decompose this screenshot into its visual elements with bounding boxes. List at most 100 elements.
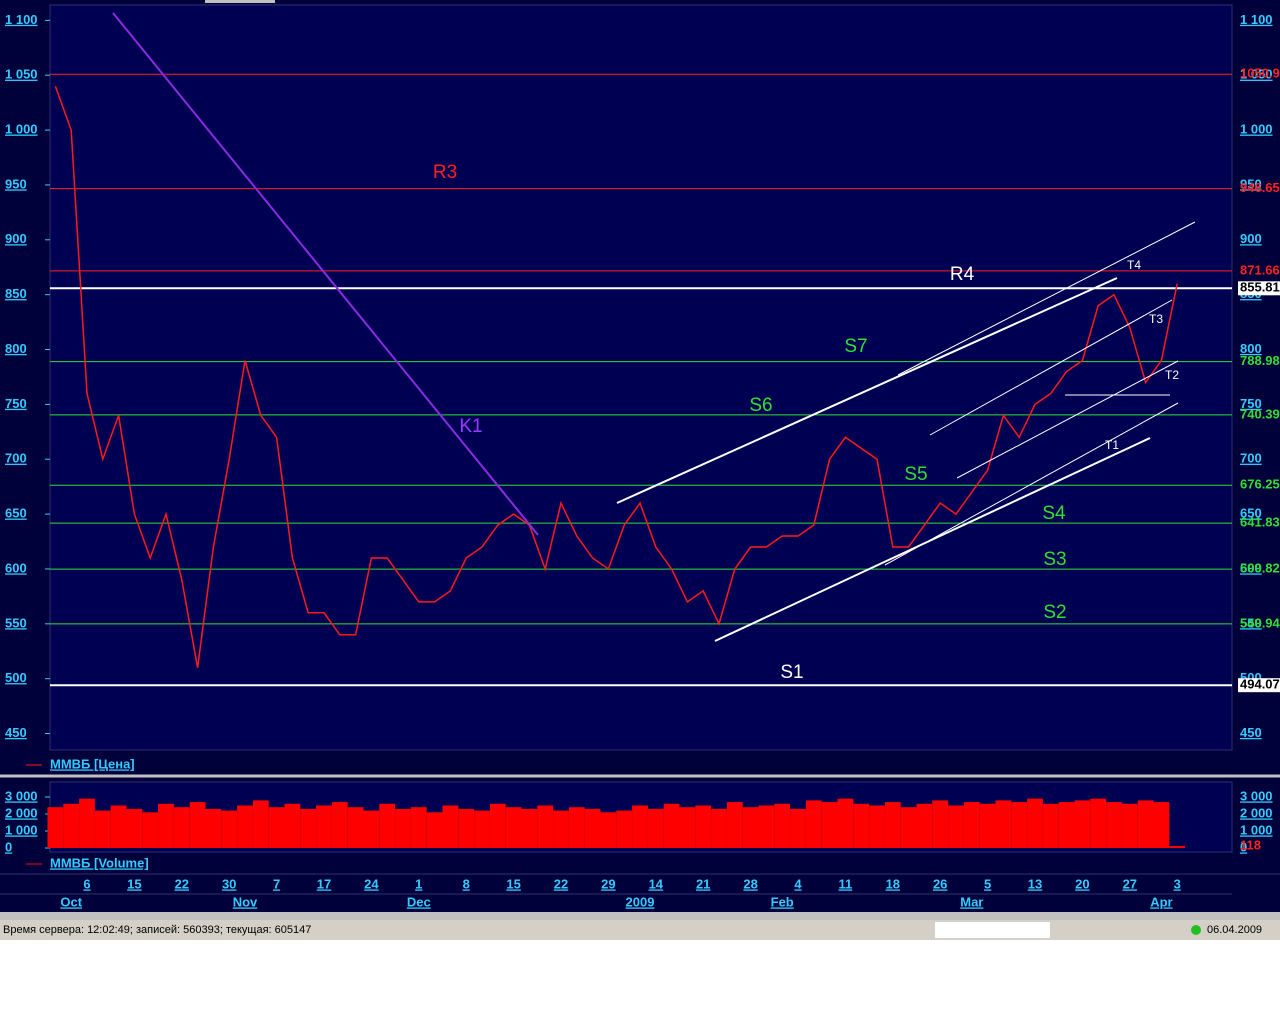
volume-bar	[821, 802, 838, 848]
price-panel	[49, 4, 1233, 751]
volume-bar	[458, 808, 475, 848]
volume-bar	[237, 805, 253, 848]
y-tick-label-right: 3 000	[1240, 788, 1273, 803]
x-tick-label: 14	[649, 876, 664, 891]
annotation: S6	[749, 395, 772, 416]
y-tick-label: 550	[5, 615, 27, 630]
volume-bar	[347, 807, 364, 848]
level-label: 676.25	[1240, 477, 1280, 492]
volume-bar	[616, 810, 633, 848]
x-tick-label: 22	[175, 876, 189, 891]
y-tick-label-right: 0	[1240, 839, 1247, 854]
annotation: K1	[459, 416, 482, 437]
y-tick-label: 1 100	[5, 12, 38, 27]
volume-bar	[142, 812, 159, 848]
y-tick-label: 850	[5, 286, 27, 301]
level-label: 788.98	[1240, 353, 1280, 368]
x-group-label: Dec	[407, 894, 431, 909]
level-label-bg	[1238, 678, 1280, 693]
volume-bar	[379, 803, 396, 848]
volume-bar	[442, 805, 459, 848]
volume-bar	[221, 810, 238, 848]
x-group-label: Apr	[1150, 894, 1172, 909]
volume-bar	[537, 805, 554, 848]
annotation: S3	[1043, 549, 1066, 570]
volume-bar	[395, 808, 411, 848]
x-tick-label: 7	[273, 876, 280, 891]
volume-bar	[173, 807, 190, 848]
x-tick-label: 22	[554, 876, 568, 891]
annotation: S4	[1042, 503, 1066, 524]
volume-bar	[647, 808, 664, 848]
volume-bar	[284, 803, 301, 848]
x-group-label: Mar	[960, 894, 983, 909]
y-tick-label-right: 1 050	[1240, 67, 1273, 82]
trend-lines	[112, 12, 1196, 642]
x-tick-label: 3	[1174, 876, 1181, 891]
x-tick-label: 21	[696, 876, 710, 891]
legend-label: ММВБ [Volume]	[50, 855, 149, 870]
annotation: R3	[433, 162, 457, 183]
x-tick-label: 11	[839, 876, 853, 891]
x-tick-label: 8	[463, 876, 470, 891]
y-tick-label-right: 2 000	[1240, 805, 1273, 820]
x-tick-label: 20	[1075, 876, 1089, 891]
volume-bar	[1042, 803, 1059, 848]
volume-bar	[932, 800, 949, 848]
volume-bar	[726, 802, 743, 848]
x-tick-label: 28	[743, 876, 757, 891]
volume-bar	[205, 808, 222, 848]
volume-bar	[300, 808, 317, 848]
volume-bar	[1027, 798, 1043, 848]
volume-bar	[1106, 802, 1122, 848]
y-tick-label: 2 000	[5, 805, 38, 820]
x-tick-label: 13	[1028, 876, 1042, 891]
y-tick-label-right: 1 000	[1240, 822, 1273, 837]
trend-line	[714, 437, 1151, 642]
scrollbar	[0, 912, 1280, 920]
volume-bar	[505, 807, 522, 848]
volume-bar	[410, 807, 427, 848]
volume-bar	[1137, 800, 1154, 848]
level-label: 946.65	[1240, 180, 1280, 195]
annotation: S5	[904, 464, 927, 485]
level-label-bg	[1238, 281, 1280, 296]
trend-line	[112, 12, 539, 536]
volume-bar	[474, 810, 490, 848]
volume-bar	[1090, 798, 1107, 848]
volume-bar	[600, 812, 617, 848]
y-tick-label: 0	[5, 839, 12, 854]
annotation: S7	[844, 336, 867, 357]
price-line	[54, 85, 1178, 668]
x-tick-label: 27	[1123, 876, 1137, 891]
volume-bar	[1011, 802, 1028, 848]
volume-bar	[489, 803, 506, 848]
volume-bar	[837, 798, 854, 848]
level-label: 1050.9	[1240, 66, 1280, 81]
y-tick-label-right: 1 100	[1240, 12, 1273, 27]
y-tick-label: 500	[5, 670, 27, 685]
status-text: Время сервера: 12:02:49; записей: 560393…	[3, 924, 311, 936]
trend-line	[616, 277, 1118, 504]
level-label: 871.66	[1240, 262, 1280, 277]
volume-bar	[189, 802, 206, 848]
volume-bar	[900, 807, 917, 848]
status-date: 06.04.2009	[1207, 924, 1262, 936]
y-tick-label-right: 550	[1240, 615, 1262, 630]
level-label: 855.81	[1240, 280, 1280, 295]
x-group-label: Feb	[771, 894, 794, 909]
volume-bar	[711, 808, 727, 848]
volume-bar	[252, 800, 269, 848]
x-tick-label: 18	[886, 876, 900, 891]
level-label: 740.39	[1240, 406, 1280, 421]
volume-bar	[805, 800, 822, 848]
level-label: 599.82	[1240, 561, 1280, 576]
y-tick-label: 650	[5, 506, 27, 521]
trend-line	[929, 299, 1173, 436]
top-tab	[205, 0, 275, 3]
volume-bar	[963, 802, 980, 848]
volume-bar	[790, 808, 806, 848]
y-tick-label: 900	[5, 231, 27, 246]
